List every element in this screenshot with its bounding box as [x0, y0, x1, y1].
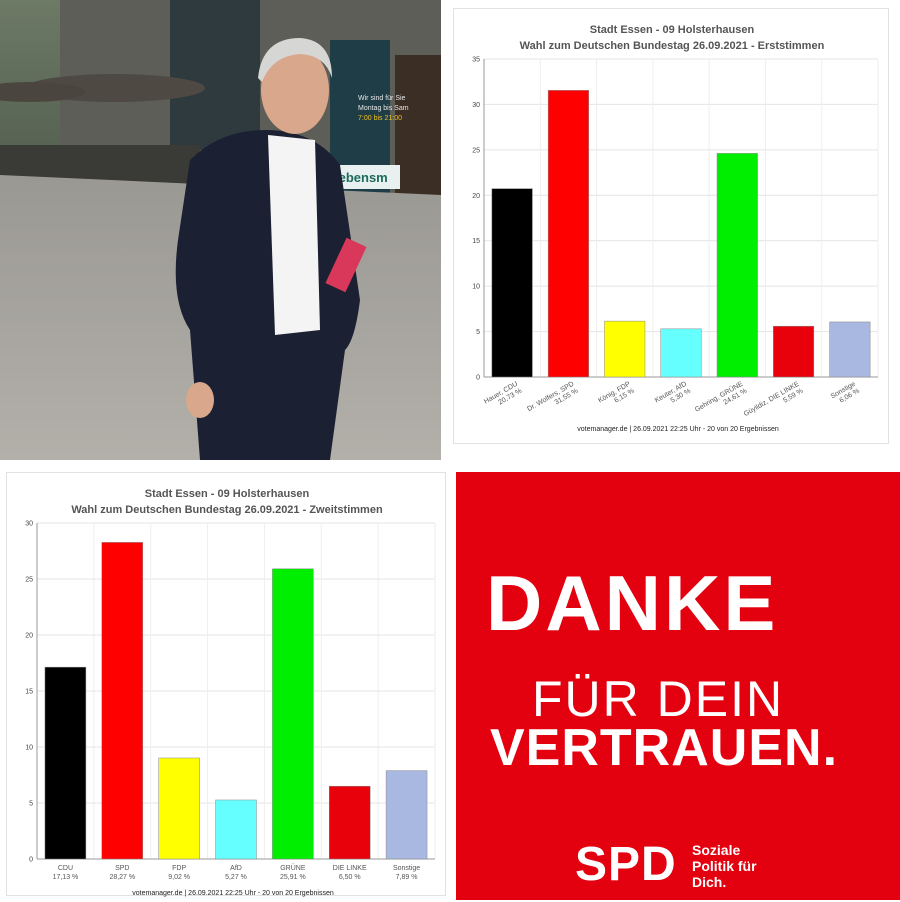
poster-line-3: VERTRAUEN.: [490, 719, 839, 777]
y-tick-label: 20: [25, 633, 33, 640]
face: [261, 46, 329, 134]
photo-illustration: lebensm Wir sind für Sie Montag bis Sam …: [0, 0, 441, 460]
y-tick-label: 30: [25, 521, 33, 528]
slogan-line: Politik für: [692, 858, 757, 874]
chart-title: Stadt Essen - 09 Holsterhausen: [590, 24, 755, 36]
poster-line-2: FÜR DEIN: [532, 671, 785, 727]
y-tick-label: 30: [472, 102, 480, 109]
y-tick-label: 35: [472, 57, 480, 64]
value-label: 25,91 %: [280, 874, 306, 881]
shirt: [268, 135, 320, 335]
chart-footer: votemanager.de | 26.09.2021 22:25 Uhr - …: [132, 890, 334, 897]
category-label: DIE LINKE: [333, 865, 367, 872]
chart-title: Stadt Essen - 09 Holsterhausen: [145, 488, 310, 500]
y-tick-label: 25: [472, 147, 480, 154]
bar: [158, 757, 200, 860]
bar: [328, 785, 371, 860]
value-label: 28,27 %: [109, 874, 135, 881]
shop-sign-line: Wir sind für Sie: [358, 95, 406, 102]
umbrella: [0, 82, 85, 102]
shop-sign-word: lebensm: [335, 170, 388, 185]
spd-thank-you-poster: DANKE FÜR DEIN VERTRAUEN. SPD Soziale Po…: [456, 472, 900, 900]
spd-slogan: Soziale Politik für Dich.: [692, 842, 757, 890]
shop-sign-line: Montag bis Sam: [358, 105, 409, 112]
bar-chart-erststimmen: Stadt Essen - 09 Holsterhausen Wahl zum …: [472, 24, 879, 433]
slogan-line: Soziale: [692, 842, 741, 858]
bar-chart-zweitstimmen: Stadt Essen - 09 Holsterhausen Wahl zum …: [25, 488, 436, 897]
person: [175, 38, 367, 460]
category-label: AfD: [230, 865, 242, 872]
value-label: 7,89 %: [396, 874, 418, 881]
y-tick-label: 5: [29, 801, 33, 808]
shop-window: [170, 0, 260, 150]
slogan-line: Dich.: [692, 874, 727, 890]
y-tick-label: 10: [25, 745, 33, 752]
category-label: Sonstige: [393, 865, 420, 872]
category-label: SPD: [115, 865, 129, 872]
hand: [186, 382, 214, 418]
y-tick-label: 15: [25, 689, 33, 696]
spd-logo: SPD: [575, 838, 677, 891]
y-tick-label: 25: [25, 577, 33, 584]
chart-footer: votemanager.de | 26.09.2021 22:25 Uhr - …: [577, 426, 779, 433]
candidate-photo: lebensm Wir sind für Sie Montag bis Sam …: [0, 0, 441, 460]
bar: [660, 328, 702, 378]
leaflets: [325, 237, 367, 293]
bar: [44, 666, 87, 860]
chart-subtitle: Wahl zum Deutschen Bundestag 26.09.2021 …: [520, 40, 825, 52]
category-label: FDP: [172, 865, 186, 872]
bar: [604, 320, 646, 378]
poster-headline: DANKE: [486, 559, 779, 647]
bar: [101, 542, 144, 860]
value-label: 5,27 %: [225, 874, 247, 881]
y-tick-label: 20: [472, 193, 480, 200]
bar: [547, 90, 589, 378]
bar: [491, 188, 533, 378]
bar: [716, 153, 758, 378]
y-tick-label: 0: [476, 375, 480, 382]
shop-sign-line: 7:00 bis 21:00: [358, 115, 402, 122]
bar: [272, 568, 314, 860]
chart-subtitle: Wahl zum Deutschen Bundestag 26.09.2021 …: [71, 504, 383, 516]
chart-erststimmen: Stadt Essen - 09 Holsterhausen Wahl zum …: [453, 8, 889, 444]
category-label: CDU: [58, 865, 73, 872]
value-label: 9,02 %: [168, 874, 190, 881]
category-label: GRÜNE: [280, 864, 306, 872]
bar: [215, 799, 257, 860]
bar: [385, 770, 428, 860]
value-label: 6,50 %: [339, 874, 361, 881]
y-tick-label: 15: [472, 238, 480, 245]
chart-zweitstimmen: Stadt Essen - 09 Holsterhausen Wahl zum …: [6, 472, 446, 897]
y-tick-label: 0: [29, 857, 33, 864]
bar: [829, 321, 871, 378]
hair: [258, 38, 332, 82]
y-tick-label: 5: [476, 329, 480, 336]
y-tick-label: 10: [472, 284, 480, 291]
value-label: 17,13 %: [53, 874, 79, 881]
bar: [773, 325, 815, 378]
